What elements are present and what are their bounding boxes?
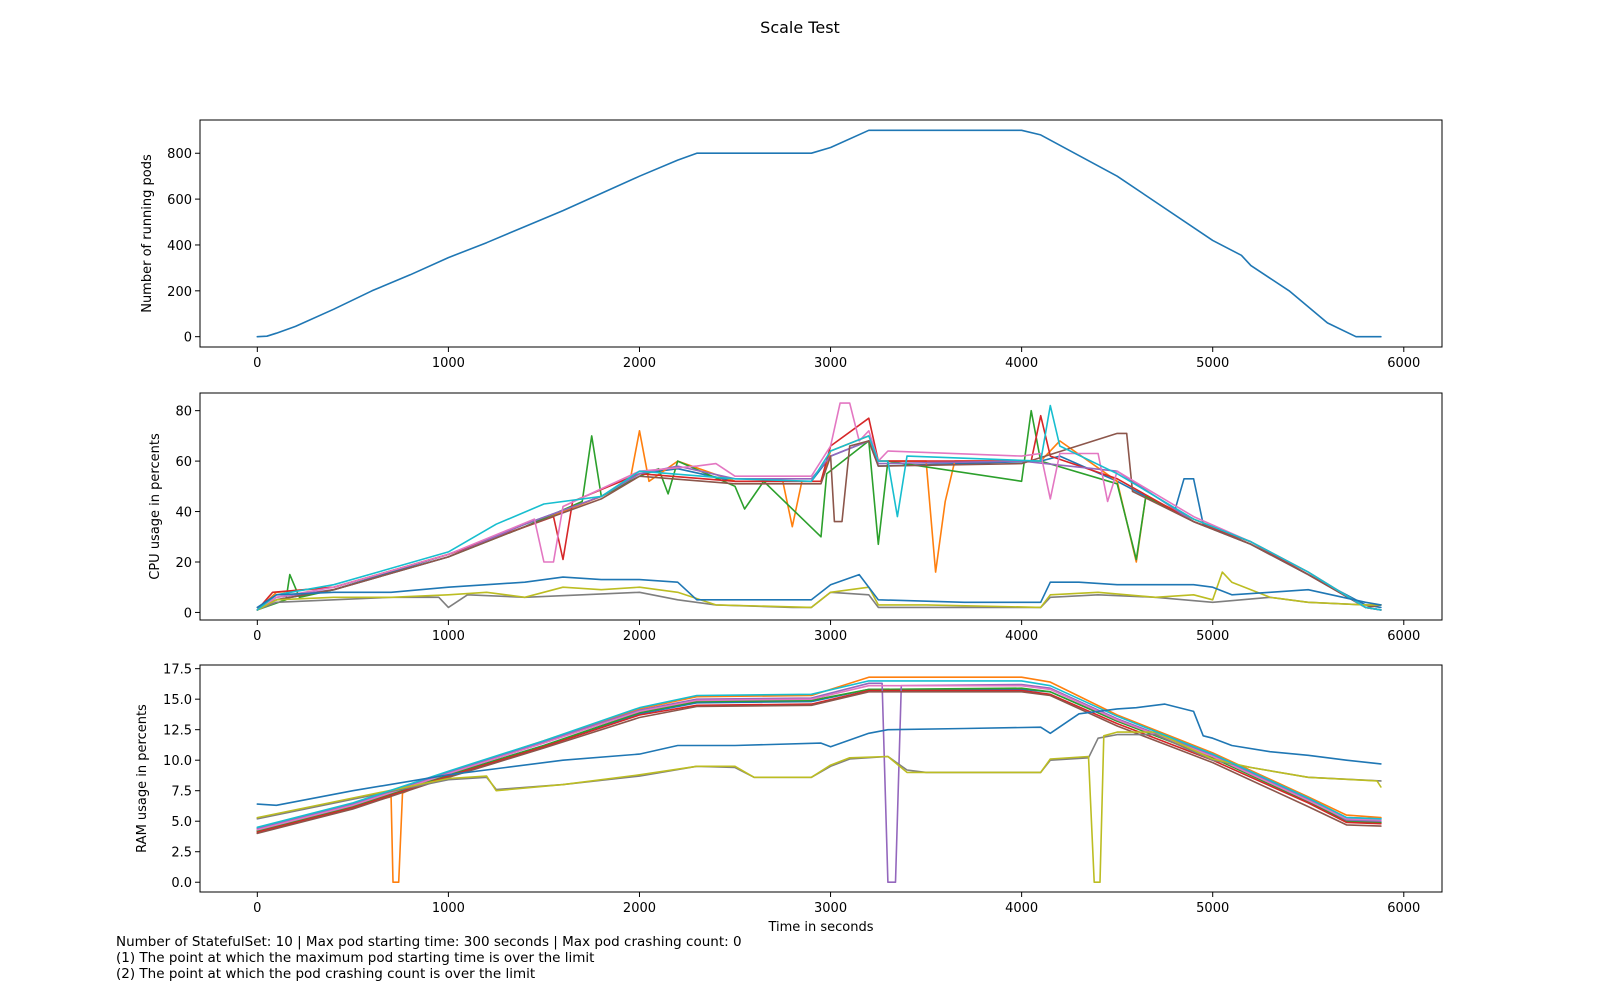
footnote-config: Number of StatefulSet: 10 | Max pod star… [116, 934, 742, 950]
x-tick-label: 1000 [432, 356, 465, 371]
x-tick-label: 5000 [1196, 901, 1229, 916]
y-axis-label: Number of running pods [140, 154, 155, 313]
y-tick-label: 200 [167, 285, 192, 300]
y-tick-label: 12.5 [163, 724, 192, 739]
series-group [256, 676, 1382, 883]
y-tick-label: 15.0 [163, 693, 192, 708]
series-line-11 [256, 703, 1382, 807]
chart-panel-3: 0 1000 2000 3000 4000 5000 6000 0.0 2.5 5.0 7.5 10.… [135, 663, 1443, 935]
x-tick-label: 4000 [1005, 901, 1038, 916]
series-line-8 [256, 733, 1382, 820]
y-tick-label: 80 [175, 405, 192, 420]
x-tick-label: 4000 [1005, 629, 1038, 644]
series-line-10 [256, 680, 1382, 829]
x-tick-label: 5000 [1196, 356, 1229, 371]
y-tick-label: 0 [184, 331, 192, 346]
x-tick-label: 1000 [432, 901, 465, 916]
x-tick-label: 2000 [623, 629, 656, 644]
y-tick-label: 60 [175, 455, 192, 470]
figure-title: Scale Test [760, 18, 840, 37]
x-tick-label: 4000 [1005, 356, 1038, 371]
series-line-7 [256, 402, 1382, 611]
series-line-6 [256, 691, 1382, 835]
series-line-3 [256, 409, 1382, 611]
series-line-10 [256, 404, 1382, 611]
chart-panel-2: 0 1000 2000 3000 4000 5000 6000 0 20 40 60 80 CPU us… [148, 392, 1443, 644]
y-axis-label: RAM usage in percents [135, 704, 150, 853]
x-tick-label: 6000 [1387, 356, 1420, 371]
chart-panel-1: 0 1000 2000 3000 4000 5000 6000 0 200 400 600 800 Nu… [140, 119, 1443, 371]
x-tick-label: 3000 [814, 629, 847, 644]
series-group [256, 402, 1382, 611]
axes-frame [199, 664, 1443, 893]
y-tick-label: 7.5 [171, 785, 192, 800]
x-tick-label: 6000 [1387, 901, 1420, 916]
series-line-6 [256, 432, 1382, 611]
y-tick-label: 5.0 [171, 815, 192, 830]
y-tick-label: 0.0 [171, 876, 192, 891]
x-tick-label: 1000 [432, 629, 465, 644]
x-tick-label: 6000 [1387, 629, 1420, 644]
series-line-5 [256, 682, 1382, 883]
series-line-4 [256, 414, 1382, 611]
y-tick-label: 10.0 [163, 754, 192, 769]
series-line-9 [256, 571, 1382, 611]
series-line-9 [256, 731, 1382, 883]
series-line-2 [256, 676, 1382, 883]
y-tick-label: 20 [175, 556, 192, 571]
x-tick-label: 0 [253, 901, 261, 916]
series-line-11 [256, 573, 1382, 609]
x-tick-label: 5000 [1196, 629, 1229, 644]
axes-frame [199, 392, 1443, 621]
x-tick-label: 3000 [814, 356, 847, 371]
y-axis-label: CPU usage in percents [148, 433, 163, 580]
y-tick-label: 2.5 [171, 846, 192, 861]
y-tick-label: 0 [184, 606, 192, 621]
axes-frame [199, 119, 1443, 348]
series-line-7 [256, 684, 1382, 831]
series-line-1 [256, 129, 1382, 338]
series-group [256, 129, 1382, 338]
y-tick-label: 400 [167, 239, 192, 254]
series-line-2 [256, 430, 1382, 611]
y-tick-label: 40 [175, 506, 192, 521]
y-tick-label: 17.5 [163, 663, 192, 678]
series-line-3 [256, 687, 1382, 832]
footnote-starting-time: (1) The point at which the maximum pod s… [116, 950, 595, 966]
y-tick-label: 600 [167, 193, 192, 208]
x-tick-label: 0 [253, 629, 261, 644]
x-tick-label: 0 [253, 356, 261, 371]
y-tick-label: 800 [167, 147, 192, 162]
series-line-4 [256, 689, 1382, 833]
x-tick-label: 2000 [623, 356, 656, 371]
x-tick-label: 2000 [623, 901, 656, 916]
x-tick-label: 3000 [814, 901, 847, 916]
x-axis-label: Time in seconds [767, 920, 873, 935]
footnote-crashing-count: (2) The point at which the pod crashing … [116, 966, 536, 982]
